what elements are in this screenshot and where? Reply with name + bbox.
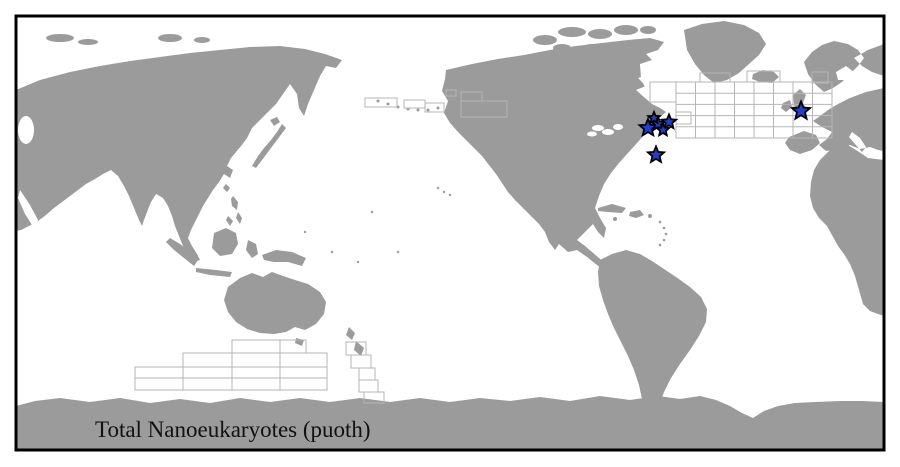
sample-box: [231, 339, 281, 354]
landmass-se-asia-islands: [166, 184, 306, 277]
atlantic-grid-lines: [676, 82, 832, 138]
sample-box: [231, 366, 281, 379]
baltic-sea: [836, 66, 854, 80]
sample-box: [182, 377, 233, 391]
sample-box: [134, 366, 184, 379]
landmass-caribbean: [598, 204, 644, 218]
landmass-eurasia: [16, 46, 342, 262]
sample-box: [445, 89, 457, 97]
landmass-south-america: [598, 250, 707, 429]
station-star: [646, 109, 662, 125]
sample-box: [675, 111, 692, 125]
sample-box: [279, 377, 328, 391]
sample-box: [358, 367, 376, 381]
sample-boxes-layer: [134, 70, 833, 404]
red-sea: [18, 190, 38, 228]
sample-box: [811, 71, 829, 84]
inland-seas-layer: [18, 60, 854, 228]
sample-box: [350, 354, 372, 369]
sample-box: [364, 97, 398, 108]
station-star: [654, 121, 672, 138]
great-lakes: [587, 124, 623, 137]
sample-box: [134, 377, 184, 391]
sample-box: [231, 377, 281, 391]
sample-box: [460, 100, 508, 118]
map-frame: [14, 14, 886, 452]
sample-box: [358, 379, 379, 393]
landmass-sakhalin: [244, 96, 252, 126]
aleutian-islands: [376, 99, 440, 112]
sample-box: [279, 352, 328, 368]
arctic-islands: [46, 25, 656, 52]
sample-box: [363, 391, 385, 404]
landmass-iceland: [752, 70, 779, 83]
landmass-australia: [224, 272, 326, 346]
sample-box: [231, 352, 281, 368]
landmass-japan: [252, 117, 286, 168]
landmass-antarctica: [16, 396, 884, 450]
sample-box: [424, 102, 445, 113]
landmass-greenland: [684, 21, 766, 83]
caption-title: Total Nanoeukaryotes (puoth): [95, 417, 371, 442]
land-layer: [16, 21, 884, 450]
sample-box: [279, 366, 328, 379]
sample-box: [182, 366, 233, 379]
caspian-sea: [18, 116, 34, 144]
pacific-islands: [303, 186, 668, 264]
landmass-north-america: [442, 38, 666, 271]
sample-box: [182, 352, 233, 368]
station-star: [789, 99, 813, 121]
sample-box: [403, 99, 426, 109]
station-star: [659, 112, 679, 130]
landmass-new-zealand: [346, 327, 364, 356]
station-stars-layer: [637, 99, 813, 164]
hudson-bay: [640, 60, 666, 96]
landmass-europe: [781, 41, 884, 154]
station-star: [645, 144, 667, 164]
landmass-africa: [810, 144, 884, 316]
